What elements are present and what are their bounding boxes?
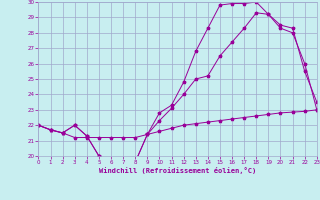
X-axis label: Windchill (Refroidissement éolien,°C): Windchill (Refroidissement éolien,°C) (99, 167, 256, 174)
